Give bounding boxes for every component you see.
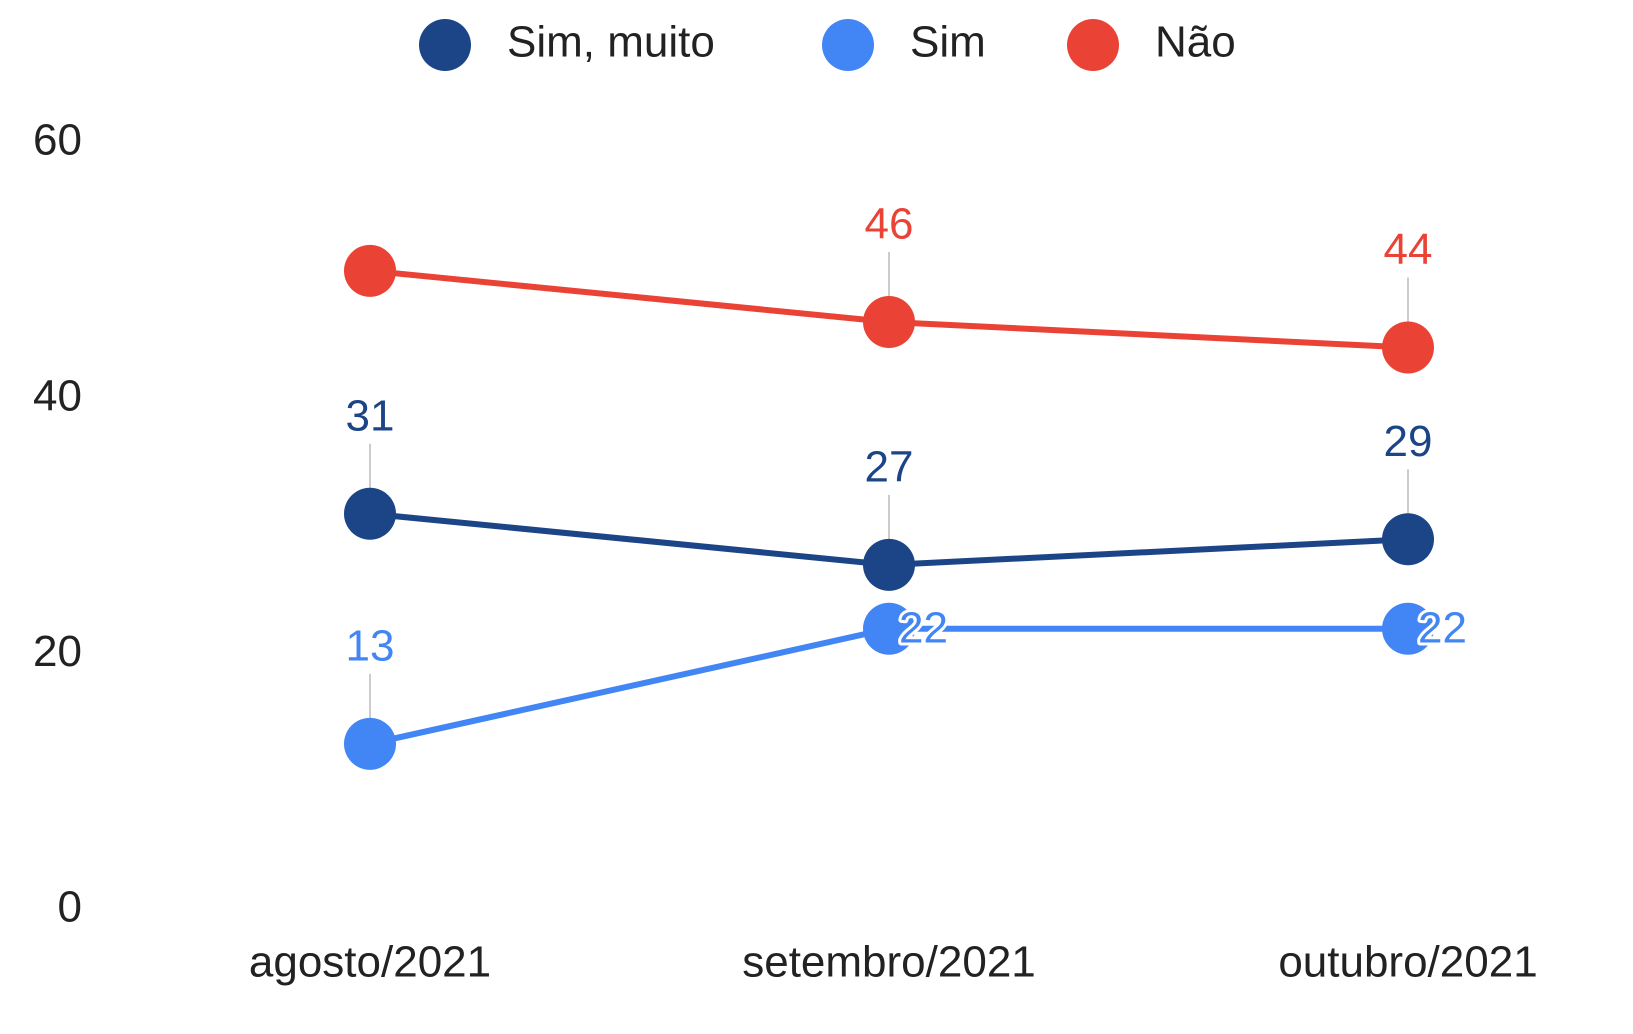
y-tick-label: 0: [58, 883, 82, 932]
data-point: [1382, 602, 1434, 655]
legend-label: Sim: [910, 18, 986, 67]
x-tick-label: agosto/2021: [249, 938, 491, 987]
y-tick-label: 40: [33, 371, 82, 420]
data-label: 31: [346, 391, 395, 440]
data-label: 13: [346, 621, 395, 670]
data-label: 46: [865, 200, 914, 249]
y-tick-label: 60: [33, 116, 82, 165]
data-label: 27: [865, 442, 914, 491]
data-label: 44: [1384, 225, 1433, 274]
data-point: [863, 295, 915, 348]
data-point: [1382, 513, 1434, 566]
x-tick-label: setembro/2021: [742, 938, 1036, 987]
data-point: [344, 717, 396, 770]
x-tick-label: outubro/2021: [1278, 938, 1537, 987]
data-point: [863, 538, 915, 591]
data-label: 22: [899, 603, 948, 652]
y-tick-label: 20: [33, 627, 82, 676]
legend-swatch: [822, 19, 874, 71]
legend-label: Sim, muito: [507, 18, 715, 67]
data-label: 29: [1384, 417, 1433, 466]
data-point: [344, 487, 396, 540]
data-label: 22: [1418, 603, 1467, 652]
data-point: [863, 602, 915, 655]
legend-swatch: [419, 19, 471, 71]
data-point: [1382, 321, 1434, 374]
data-point: [344, 244, 396, 297]
legend-label: Não: [1155, 18, 1236, 67]
legend-swatch: [1067, 19, 1119, 71]
